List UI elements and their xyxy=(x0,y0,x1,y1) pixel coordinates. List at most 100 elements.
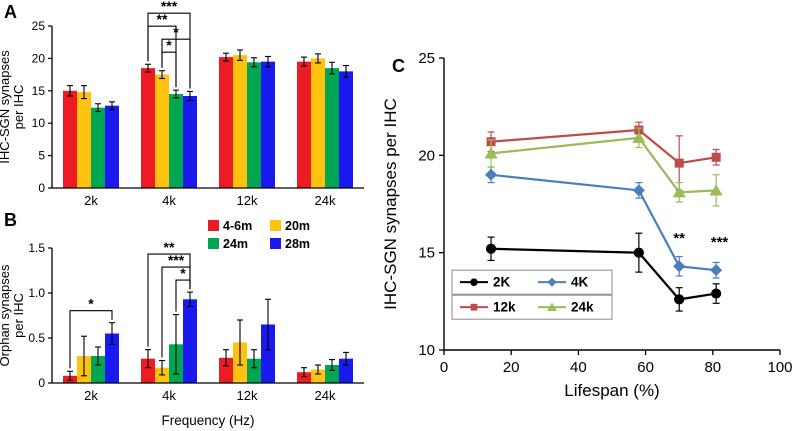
x-category-label: 12k xyxy=(237,193,258,208)
bar-20m-24k xyxy=(311,58,325,189)
significance-label: * xyxy=(180,265,186,281)
y-tick-label: 5 xyxy=(38,149,45,163)
legend-label: 4K xyxy=(571,275,589,290)
bar-20m-12k xyxy=(233,55,247,188)
significance-label: *** xyxy=(168,252,185,268)
y-tick-label: 1.5 xyxy=(28,241,45,255)
bar-24m-2k xyxy=(91,107,105,188)
bar-20m-24k xyxy=(311,369,325,383)
legend-swatch-24m xyxy=(208,238,219,249)
panel-a-label: A xyxy=(4,2,17,22)
y-axis-label-line: per IHC xyxy=(11,293,26,338)
significance-label: ** xyxy=(164,239,175,255)
panel-a-bar-chart: 0 5 10 15 20 25 2k 4k 12k 24k IHC-SGN synapsesper … xyxy=(0,0,374,217)
bar-28m-12k xyxy=(261,61,275,188)
bar-24m-12k xyxy=(247,62,261,189)
x-category-label: 12k xyxy=(237,388,258,403)
significance-label: * xyxy=(173,24,179,40)
bar-4-6m-4k xyxy=(141,68,155,188)
significance-label: *** xyxy=(711,234,729,251)
panel-c-chart-svg: 10 15 20 25 0 20 40 60 80 100 Lifespan (%) IHC-SGN … xyxy=(381,50,793,400)
legend-swatch-28m xyxy=(270,238,281,249)
panel-b-chart-svg: 0 0.5 1.0 1.5 2k 4k 12k 24k Orphan synapsesper I… xyxy=(0,219,364,428)
marker-diamond xyxy=(632,184,645,197)
series-line-12k xyxy=(490,128,717,165)
marker-circle xyxy=(470,278,478,287)
bar-4-6m-12k xyxy=(219,57,233,188)
bar-28m-24k xyxy=(339,71,353,188)
bar-4-6m-12k xyxy=(219,357,233,383)
bar-4-6m-24k xyxy=(297,372,311,383)
x-category-label: 24k xyxy=(315,388,336,403)
bar-24m-4k xyxy=(169,94,183,188)
y-tick-label: 10 xyxy=(32,116,46,130)
bar-4-6m-24k xyxy=(297,61,311,188)
legend-label: 24m xyxy=(223,237,248,251)
panel-b-bar-chart: 0 0.5 1.0 1.5 2k 4k 12k 24k Orphan synapsesper I… xyxy=(0,212,374,431)
x-tick-label: 20 xyxy=(503,359,520,376)
y-axis-label-line: IHC-SGN synapses xyxy=(0,50,12,164)
legend-label: 28m xyxy=(285,237,310,251)
bar-24m-24k xyxy=(325,68,339,188)
marker-square xyxy=(674,158,684,168)
y-tick-label: 1.0 xyxy=(28,286,45,300)
legend-label: 4-6m xyxy=(223,219,252,233)
significance-label: * xyxy=(88,296,94,312)
marker-triangle xyxy=(672,186,686,198)
marker-circle xyxy=(485,243,497,254)
significance-label: ** xyxy=(157,11,168,27)
x-tick-label: 80 xyxy=(704,359,721,376)
legend-swatch-20m xyxy=(270,220,281,231)
y-tick-label: 0.5 xyxy=(28,331,45,345)
panel-b-label: B xyxy=(4,210,17,230)
bar-28m-4k xyxy=(183,95,197,188)
x-axis-label: Frequency (Hz) xyxy=(161,413,254,428)
series-line-2K xyxy=(491,247,717,301)
bar-24m-12k xyxy=(247,358,261,383)
x-category-label: 4k xyxy=(162,388,176,403)
marker-diamond xyxy=(673,260,686,273)
x-category-label: 4k xyxy=(162,193,176,208)
marker-circle xyxy=(674,294,685,305)
bar-28m-4k xyxy=(183,299,197,383)
marker-triangle xyxy=(547,302,557,312)
significance-label: * xyxy=(166,37,172,53)
bar-24m-2k xyxy=(91,356,105,383)
x-axis-label: Lifespan (%) xyxy=(564,381,659,400)
x-category-label: 2k xyxy=(84,193,98,208)
marker-square xyxy=(470,303,478,311)
y-axis-label: IHC-SGN synapsesper IHC xyxy=(0,50,26,164)
panel-c-label: C xyxy=(392,56,405,76)
y-tick-label: 10 xyxy=(418,342,435,359)
marker-diamond xyxy=(547,277,557,287)
y-tick-label: 20 xyxy=(418,147,435,164)
legend-swatch-4-6m xyxy=(208,220,219,231)
legend-label: 24k xyxy=(571,300,594,315)
marker-diamond xyxy=(710,264,723,277)
bar-28m-12k xyxy=(261,324,275,383)
legend-label: 12k xyxy=(493,300,516,315)
x-tick-label: 100 xyxy=(767,359,792,376)
legend-label: 20m xyxy=(285,219,310,233)
bar-20m-4k xyxy=(155,74,169,188)
significance-label: ** xyxy=(673,230,685,247)
series-line-24k xyxy=(490,136,717,194)
y-axis-label-line: per IHC xyxy=(11,85,26,130)
x-category-label: 2k xyxy=(84,388,98,403)
marker-triangle xyxy=(709,184,723,196)
significance-bracket xyxy=(69,310,113,369)
y-tick-label: 0 xyxy=(38,376,45,390)
y-axis-label: Orphan synapsesper IHC xyxy=(0,264,26,366)
x-tick-label: 40 xyxy=(570,359,587,376)
significance-label: *** xyxy=(161,0,178,14)
y-tick-label: 25 xyxy=(32,19,46,33)
y-tick-label: 0 xyxy=(38,181,45,195)
y-axis-label: IHC-SGN synapses per IHC xyxy=(381,98,400,310)
series-line-4K xyxy=(490,173,717,272)
marker-circle xyxy=(633,247,644,258)
bar-24m-24k xyxy=(325,365,339,383)
bar-20m-2k xyxy=(77,92,91,188)
marker-diamond xyxy=(485,168,498,181)
y-tick-label: 15 xyxy=(32,84,46,98)
